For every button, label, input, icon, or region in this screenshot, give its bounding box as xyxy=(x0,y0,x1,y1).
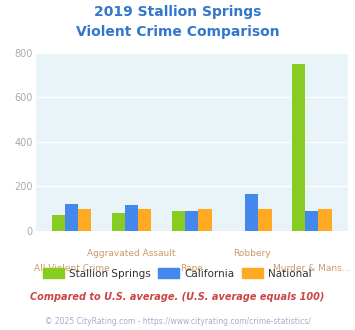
Bar xyxy=(258,209,272,231)
Text: © 2025 CityRating.com - https://www.cityrating.com/crime-statistics/: © 2025 CityRating.com - https://www.city… xyxy=(45,317,310,326)
Bar xyxy=(198,209,212,231)
Bar xyxy=(305,211,318,231)
Bar xyxy=(52,215,65,231)
Bar xyxy=(245,194,258,231)
Text: 2019 Stallion Springs: 2019 Stallion Springs xyxy=(94,5,261,19)
Bar xyxy=(172,211,185,231)
Bar xyxy=(65,204,78,231)
Text: Compared to U.S. average. (U.S. average equals 100): Compared to U.S. average. (U.S. average … xyxy=(30,292,325,302)
Bar xyxy=(138,209,152,231)
Text: Aggravated Assault: Aggravated Assault xyxy=(87,249,176,258)
Bar xyxy=(185,211,198,231)
Text: Murder & Mans...: Murder & Mans... xyxy=(273,264,350,273)
Text: Robbery: Robbery xyxy=(233,249,271,258)
Bar xyxy=(318,209,332,231)
Bar xyxy=(78,209,91,231)
Text: Rape: Rape xyxy=(180,264,203,273)
Text: Violent Crime Comparison: Violent Crime Comparison xyxy=(76,25,279,39)
Text: All Violent Crime: All Violent Crime xyxy=(34,264,109,273)
Legend: Stallion Springs, California, National: Stallion Springs, California, National xyxy=(39,264,316,283)
Bar xyxy=(292,64,305,231)
Bar xyxy=(112,213,125,231)
Bar xyxy=(125,205,138,231)
